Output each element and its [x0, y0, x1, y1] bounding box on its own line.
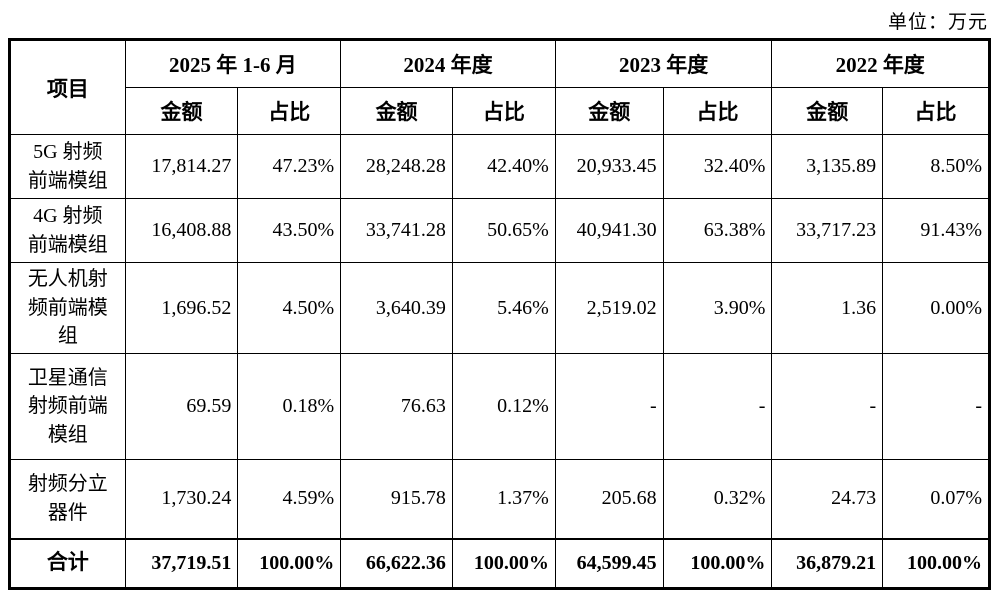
ratio-cell: 91.43% [882, 198, 990, 263]
ratio-cell: 43.50% [237, 198, 342, 263]
amount-cell: 16,408.88 [124, 198, 239, 263]
ratio-header-2024: 占比 [451, 87, 556, 135]
period-header-2023: 2023 年度 [554, 39, 773, 88]
total-label: 合计 [9, 537, 126, 589]
row-label: 卫星通信 射频前端 模组 [9, 353, 126, 460]
ratio-cell: 32.40% [662, 134, 773, 199]
total-ratio-cell: 100.00% [451, 537, 556, 589]
row-label: 5G 射频 前端模组 [9, 134, 126, 199]
ratio-cell: 0.18% [237, 353, 342, 460]
ratio-cell: 5.46% [451, 262, 556, 354]
table-row-drone-rf-module: 无人机射 频前端模 组 1,696.52 4.50% 3,640.39 5.46… [9, 262, 990, 354]
ratio-cell: 0.32% [662, 459, 773, 539]
table-row-4g-rf-module: 4G 射频 前端模组 16,408.88 43.50% 33,741.28 50… [9, 198, 990, 263]
ratio-cell: - [662, 353, 773, 460]
ratio-cell: 1.37% [451, 459, 556, 539]
ratio-cell: 4.50% [237, 262, 342, 354]
amount-cell: 1,696.52 [124, 262, 239, 354]
amount-header-2025: 金额 [124, 87, 239, 135]
header-row-periods: 项目 2025 年 1-6 月 2024 年度 2023 年度 2022 年度 [9, 39, 990, 135]
ratio-header-2022: 占比 [882, 87, 990, 135]
period-header-2025: 2025 年 1-6 月 [124, 39, 342, 88]
ratio-cell: - [882, 353, 990, 460]
total-ratio-cell: 100.00% [882, 537, 990, 589]
row-label: 无人机射 频前端模 组 [9, 262, 126, 354]
amount-cell: 28,248.28 [340, 134, 453, 199]
amount-cell: - [554, 353, 664, 460]
amount-cell: 1.36 [771, 262, 884, 354]
table-row-total: 合计 37,719.51 100.00% 66,622.36 100.00% 6… [9, 537, 990, 589]
amount-cell: 33,717.23 [771, 198, 884, 263]
amount-cell: 3,135.89 [771, 134, 884, 199]
total-amount-cell: 64,599.45 [554, 537, 664, 589]
ratio-cell: 0.12% [451, 353, 556, 460]
total-amount-cell: 66,622.36 [340, 537, 453, 589]
amount-cell: 915.78 [340, 459, 453, 539]
amount-cell: 2,519.02 [554, 262, 664, 354]
amount-cell: 205.68 [554, 459, 664, 539]
table-row-5g-rf-module: 5G 射频 前端模组 17,814.27 47.23% 28,248.28 42… [9, 134, 990, 199]
amount-cell: 3,640.39 [340, 262, 453, 354]
ratio-cell: 3.90% [662, 262, 773, 354]
total-amount-cell: 36,879.21 [771, 537, 884, 589]
table-row-rf-discrete-devices: 射频分立 器件 1,730.24 4.59% 915.78 1.37% 205.… [9, 459, 990, 539]
ratio-cell: 8.50% [882, 134, 990, 199]
ratio-cell: 0.00% [882, 262, 990, 354]
row-label: 4G 射频 前端模组 [9, 198, 126, 263]
amount-cell: 33,741.28 [340, 198, 453, 263]
ratio-header-2023: 占比 [662, 87, 773, 135]
amount-header-2024: 金额 [340, 87, 453, 135]
ratio-cell: 47.23% [237, 134, 342, 199]
ratio-cell: 0.07% [882, 459, 990, 539]
total-amount-cell: 37,719.51 [124, 537, 239, 589]
ratio-header-2025: 占比 [237, 87, 342, 135]
amount-cell: - [771, 353, 884, 460]
amount-cell: 1,730.24 [124, 459, 239, 539]
amount-cell: 69.59 [124, 353, 239, 460]
ratio-cell: 50.65% [451, 198, 556, 263]
total-ratio-cell: 100.00% [662, 537, 773, 589]
period-header-2022: 2022 年度 [771, 39, 990, 88]
amount-cell: 76.63 [340, 353, 453, 460]
amount-cell: 20,933.45 [554, 134, 664, 199]
total-ratio-cell: 100.00% [237, 537, 342, 589]
amount-cell: 24.73 [771, 459, 884, 539]
amount-cell: 40,941.30 [554, 198, 664, 263]
table-row-satellite-rf-module: 卫星通信 射频前端 模组 69.59 0.18% 76.63 0.12% - -… [9, 353, 990, 460]
item-column-header: 项目 [9, 39, 126, 135]
unit-label: 单位：万元 [887, 12, 988, 33]
revenue-breakdown-table: 项目 2025 年 1-6 月 2024 年度 2023 年度 2022 年度 … [8, 38, 991, 590]
ratio-cell: 4.59% [237, 459, 342, 539]
ratio-cell: 63.38% [662, 198, 773, 263]
amount-header-2023: 金额 [554, 87, 664, 135]
amount-cell: 17,814.27 [124, 134, 239, 199]
amount-header-2022: 金额 [771, 87, 884, 135]
period-header-2024: 2024 年度 [340, 39, 556, 88]
row-label: 射频分立 器件 [9, 459, 126, 539]
ratio-cell: 42.40% [451, 134, 556, 199]
header-row-subcolumns: 金额 占比 金额 占比 金额 占比 金额 占比 [10, 87, 990, 135]
